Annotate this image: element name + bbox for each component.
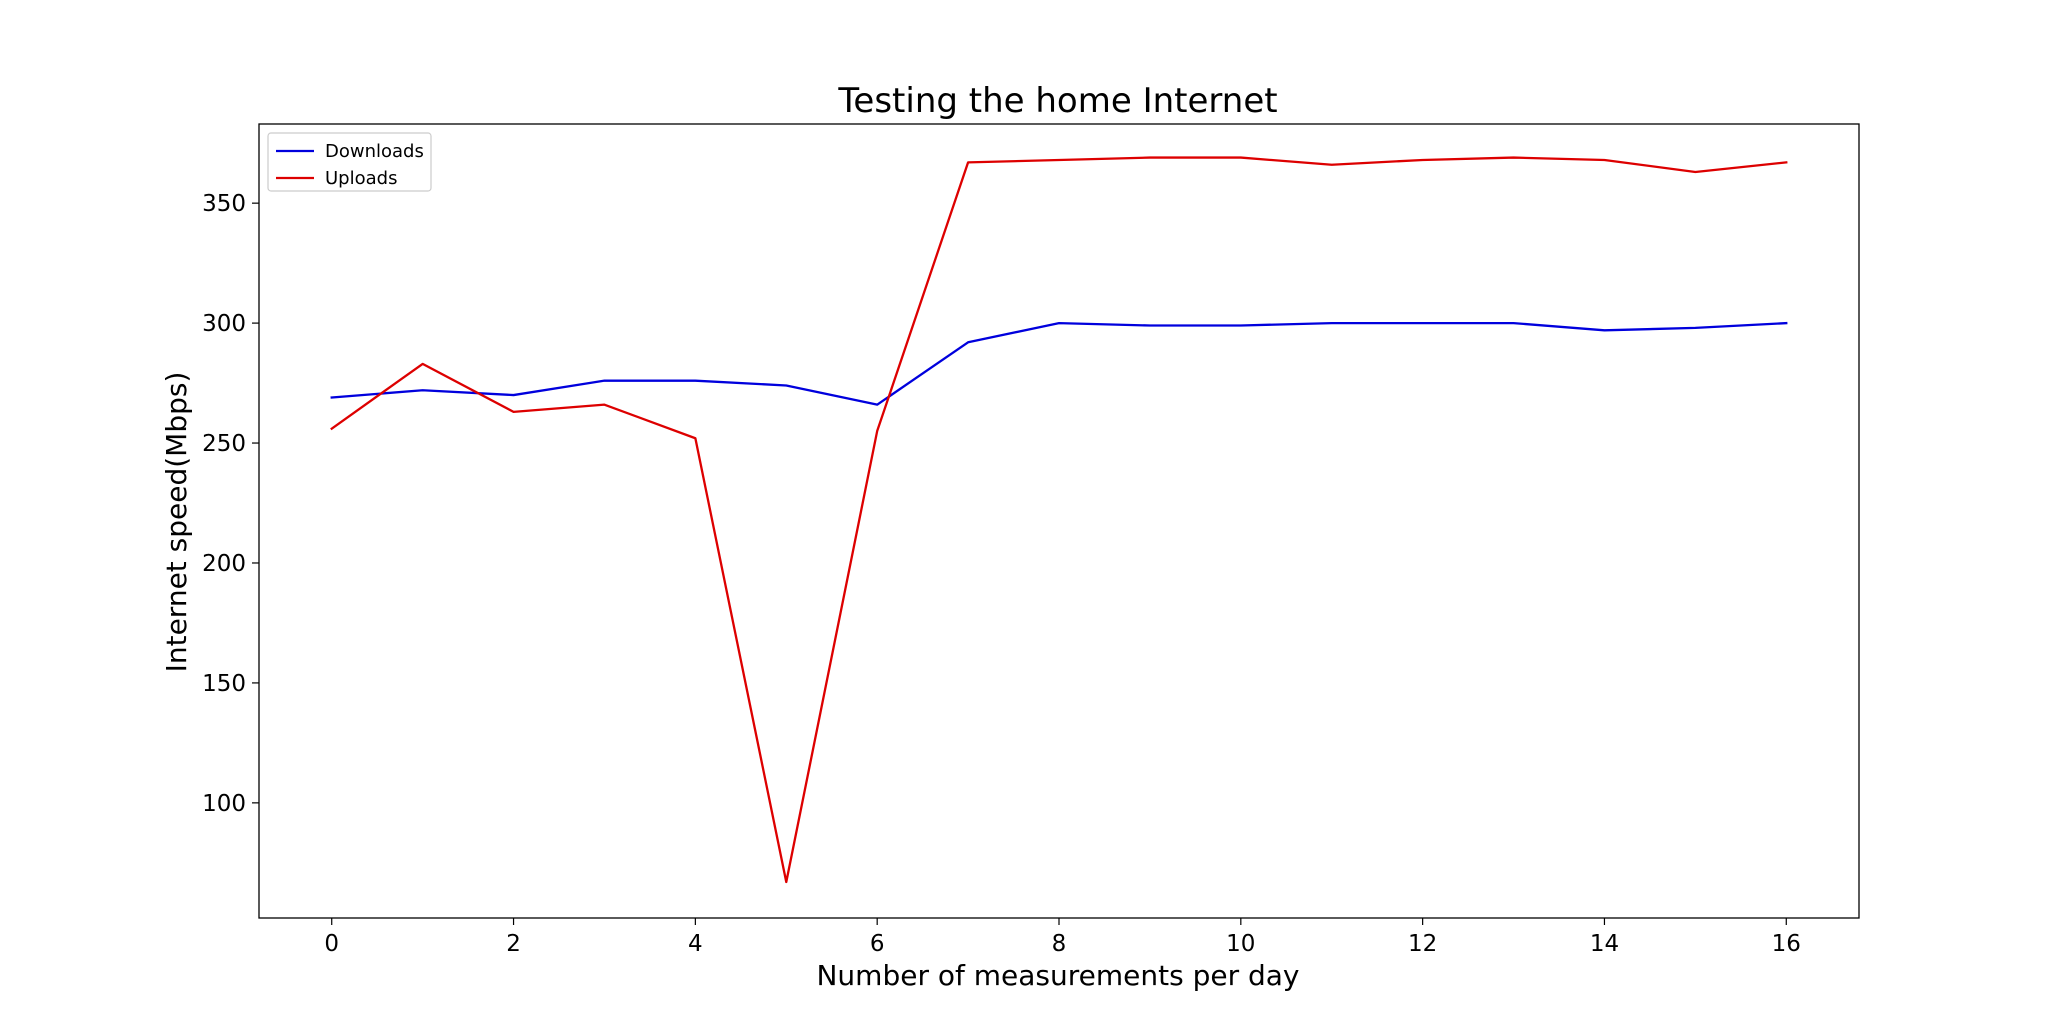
- series-line-downloads: [330, 321, 1788, 406]
- x-tick-label: 2: [506, 931, 521, 957]
- x-axis-label: Number of measurements per day: [816, 959, 1299, 992]
- chart-title: Testing the home Internet: [837, 81, 1277, 121]
- y-axis-label: Internet speed(Mbps): [160, 372, 193, 673]
- legend: Downloads Uploads: [267, 132, 432, 192]
- y-tick-label: 200: [202, 551, 246, 577]
- x-tick-label: 12: [1408, 931, 1437, 957]
- y-axis: 100 150 200 250 300 350: [202, 191, 259, 817]
- legend-label-downloads: Downloads: [325, 141, 424, 162]
- y-tick-label: 250: [202, 431, 246, 457]
- y-tick-label: 100: [202, 791, 246, 817]
- plot-frame: [258, 123, 1860, 919]
- x-tick-label: 16: [1772, 931, 1801, 957]
- x-axis: 0 2 4 6 8 10 12 14 16: [324, 918, 1801, 957]
- x-tick-label: 8: [1052, 931, 1067, 957]
- x-tick-label: 0: [324, 931, 339, 957]
- series-line-uploads: [330, 156, 1788, 884]
- x-tick-label: 14: [1590, 931, 1619, 957]
- y-tick-label: 300: [202, 311, 246, 337]
- y-tick-label: 350: [202, 191, 246, 217]
- x-tick-label: 6: [870, 931, 885, 957]
- plot-area: [330, 156, 1788, 884]
- y-tick-label: 150: [202, 671, 246, 697]
- x-tick-label: 4: [688, 931, 703, 957]
- legend-box: [267, 132, 432, 192]
- x-tick-label: 10: [1226, 931, 1255, 957]
- legend-label-uploads: Uploads: [325, 168, 397, 189]
